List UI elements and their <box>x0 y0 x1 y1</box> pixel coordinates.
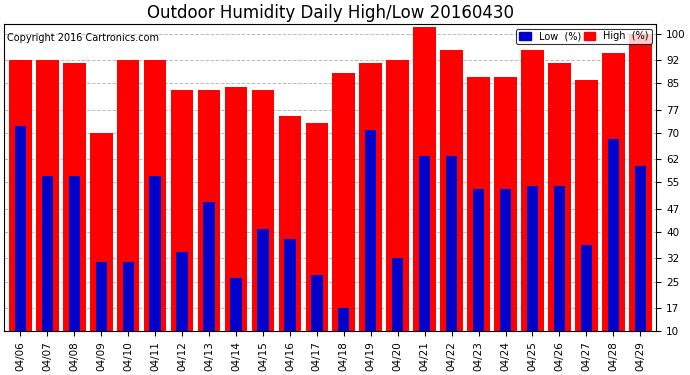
Bar <box>117 60 139 331</box>
Bar <box>150 176 161 331</box>
Bar <box>494 76 517 331</box>
Bar <box>602 54 624 331</box>
Bar <box>635 166 646 331</box>
Bar <box>204 202 215 331</box>
Bar <box>359 63 382 331</box>
Bar <box>123 262 134 331</box>
Bar <box>284 238 295 331</box>
Bar <box>440 50 463 331</box>
Bar <box>548 63 571 331</box>
Bar <box>446 156 457 331</box>
Bar <box>473 189 484 331</box>
Bar <box>413 27 436 331</box>
Bar <box>170 90 193 331</box>
Bar <box>257 229 268 331</box>
Bar <box>521 50 544 331</box>
Bar <box>90 133 112 331</box>
Bar <box>252 90 274 331</box>
Bar <box>9 60 32 331</box>
Bar <box>14 126 26 331</box>
Bar <box>608 140 619 331</box>
Bar <box>386 60 409 331</box>
Bar <box>198 90 220 331</box>
Bar <box>467 76 490 331</box>
Text: Copyright 2016 Cartronics.com: Copyright 2016 Cartronics.com <box>8 33 159 43</box>
Bar <box>230 278 241 331</box>
Title: Outdoor Humidity Daily High/Low 20160430: Outdoor Humidity Daily High/Low 20160430 <box>147 4 514 22</box>
Bar <box>68 176 80 331</box>
Bar <box>575 80 598 331</box>
Bar <box>629 34 651 331</box>
Bar <box>306 123 328 331</box>
Bar <box>392 258 404 331</box>
Bar <box>581 245 592 331</box>
Bar <box>311 275 322 331</box>
Bar <box>500 189 511 331</box>
Bar <box>63 63 86 331</box>
Bar <box>225 87 247 331</box>
Bar <box>365 129 377 331</box>
Bar <box>338 308 349 331</box>
Bar <box>41 176 53 331</box>
Bar <box>177 252 188 331</box>
Bar <box>279 116 302 331</box>
Bar <box>144 60 166 331</box>
Bar <box>527 186 538 331</box>
Bar <box>554 186 565 331</box>
Bar <box>36 60 59 331</box>
Legend: Low  (%), High  (%): Low (%), High (%) <box>516 28 651 44</box>
Bar <box>419 156 431 331</box>
Bar <box>95 262 107 331</box>
Bar <box>333 74 355 331</box>
